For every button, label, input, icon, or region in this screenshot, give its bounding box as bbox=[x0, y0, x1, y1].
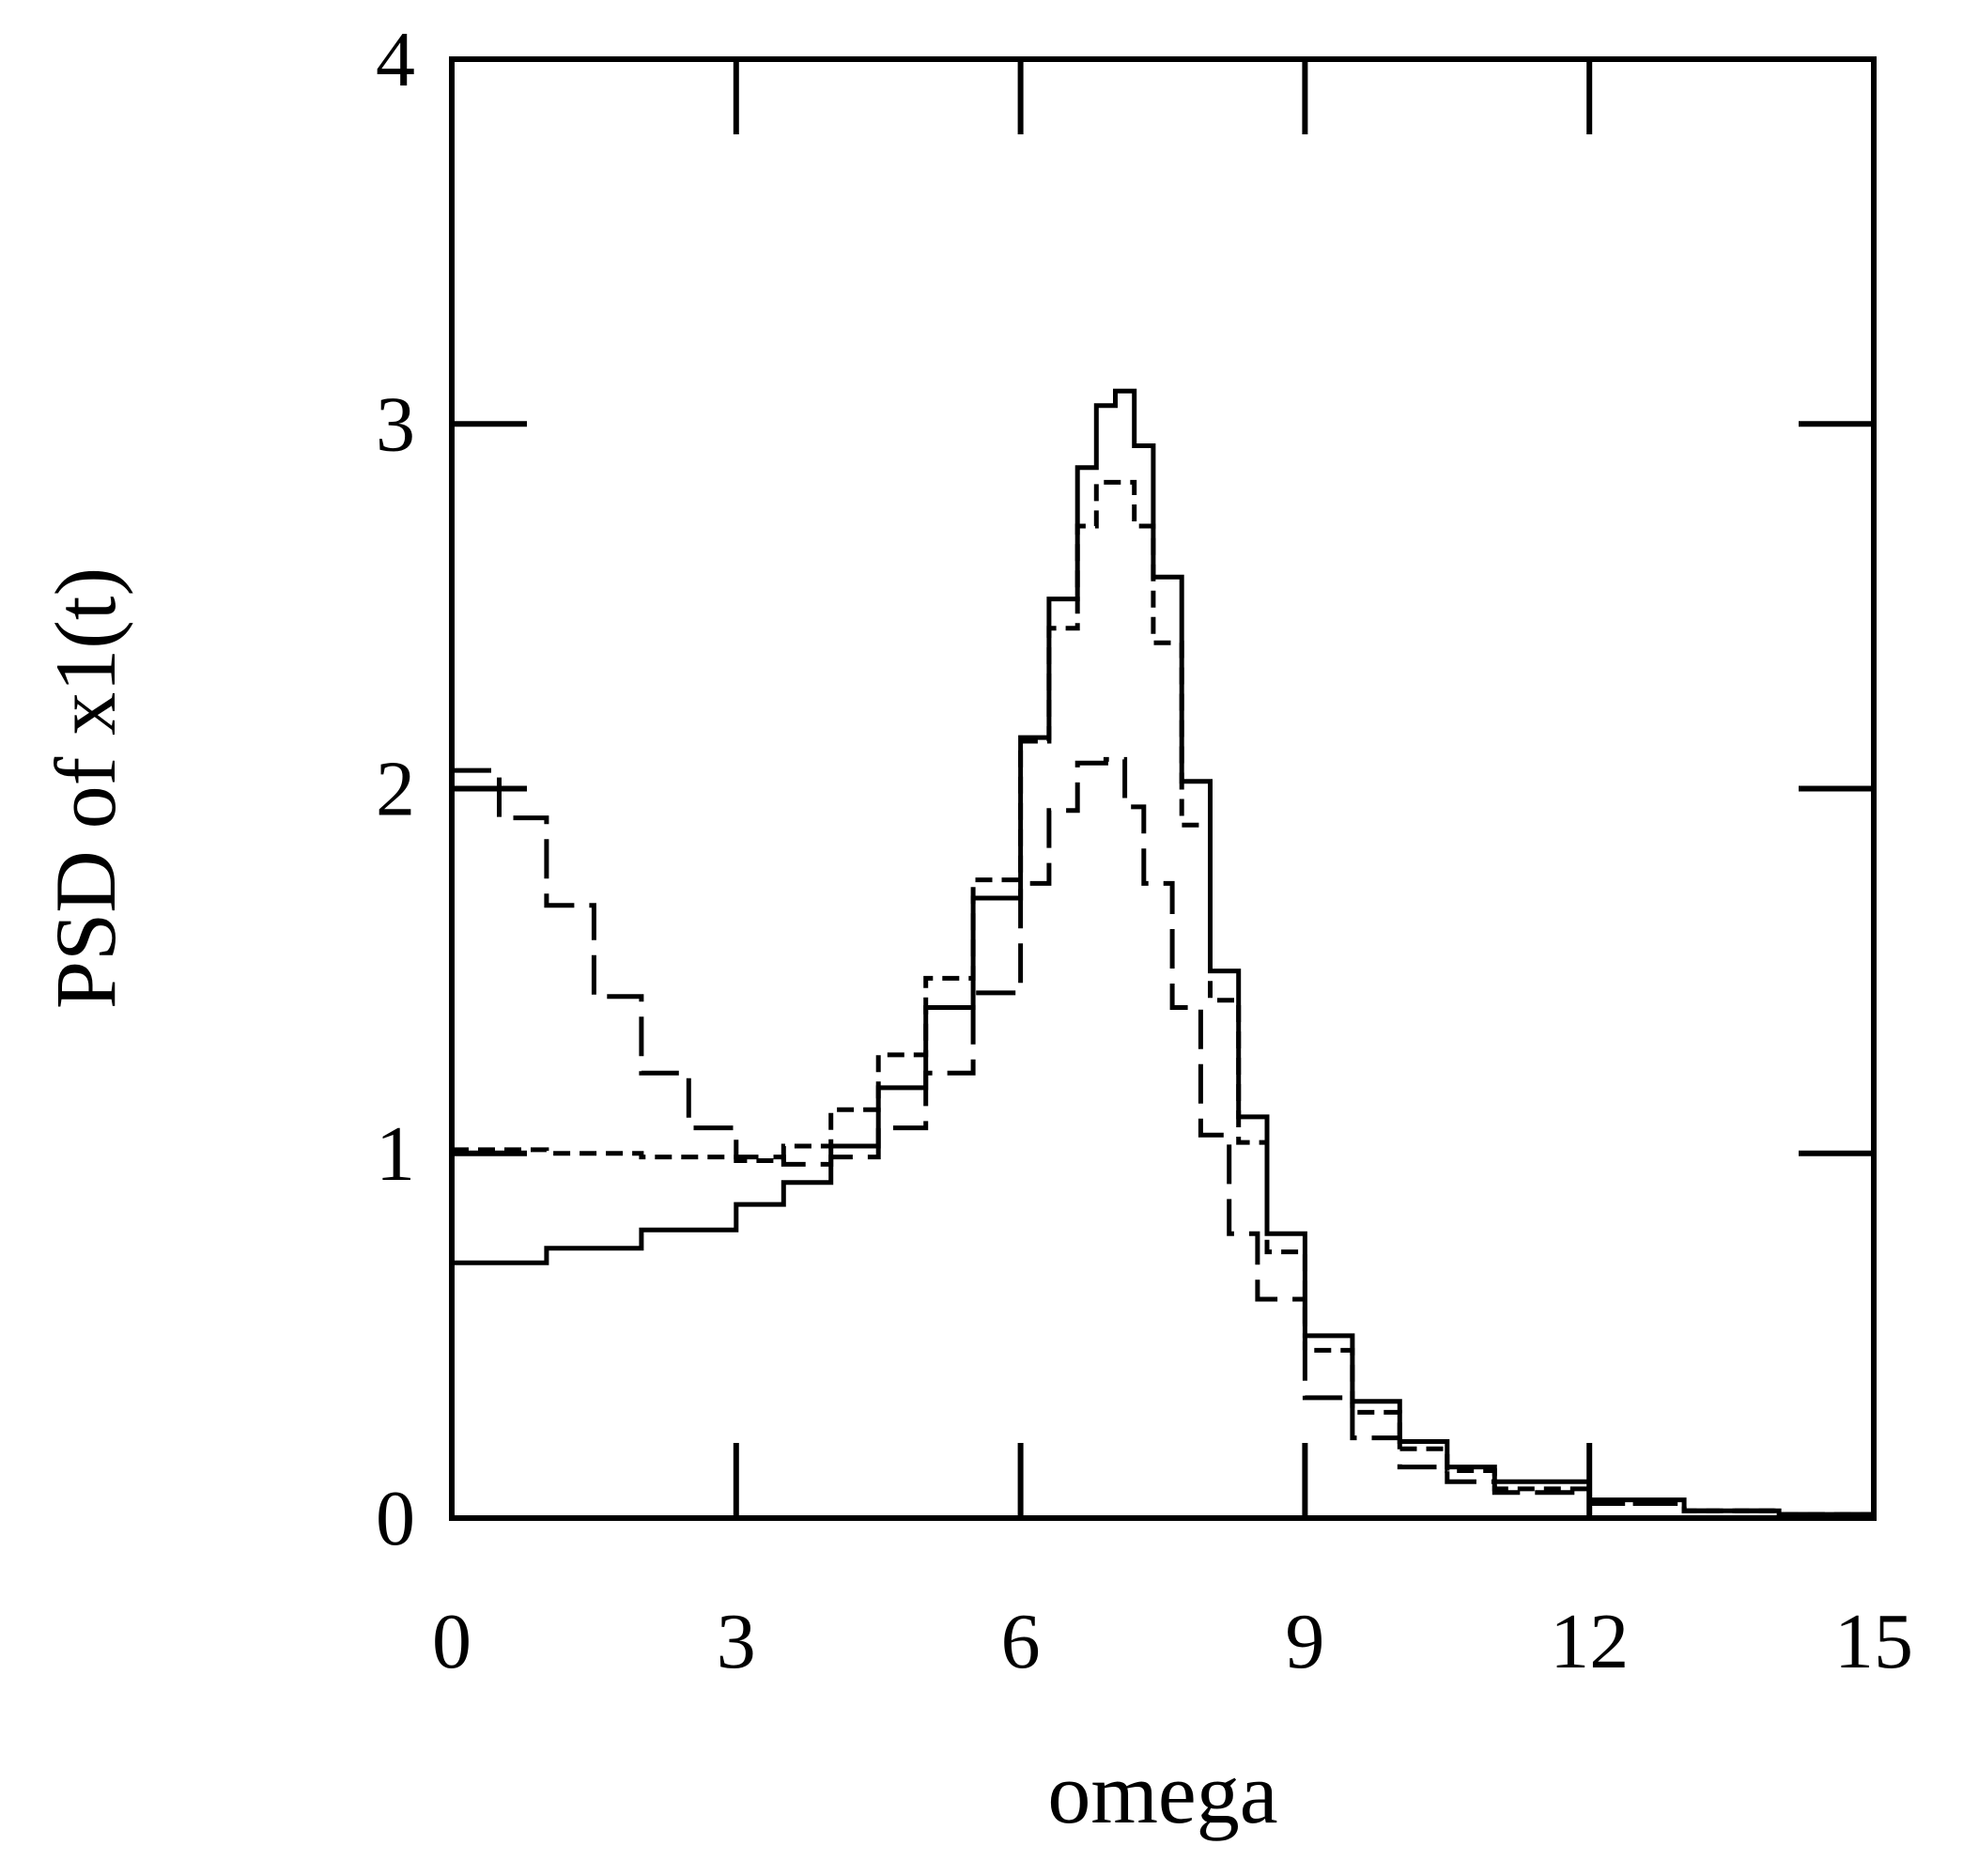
series-layer bbox=[452, 388, 1874, 1517]
y-tick-label: 2 bbox=[376, 746, 415, 833]
y-tick-label: 0 bbox=[376, 1475, 415, 1562]
y-tick-label: 1 bbox=[376, 1110, 415, 1198]
x-axis-label: omega bbox=[1047, 1745, 1277, 1841]
x-tick-label: 9 bbox=[1285, 1598, 1324, 1685]
x-tick-label: 12 bbox=[1550, 1598, 1629, 1685]
y-tick-label: 3 bbox=[376, 380, 415, 468]
series-line-solid bbox=[452, 388, 1874, 1517]
plot-frame bbox=[449, 56, 1877, 1521]
x-tick-label: 15 bbox=[1834, 1598, 1913, 1685]
series-line-long-dashed bbox=[452, 756, 1874, 1517]
x-tick-label: 0 bbox=[432, 1598, 471, 1685]
x-tick-label: 3 bbox=[717, 1598, 756, 1685]
series-line-short-dashed bbox=[452, 479, 1874, 1517]
y-axis-label: PSD of x1(t) bbox=[38, 567, 133, 1009]
y-tick-label: 4 bbox=[376, 16, 415, 103]
axis-ticks bbox=[452, 59, 1874, 1518]
x-tick-label: 6 bbox=[1001, 1598, 1041, 1685]
